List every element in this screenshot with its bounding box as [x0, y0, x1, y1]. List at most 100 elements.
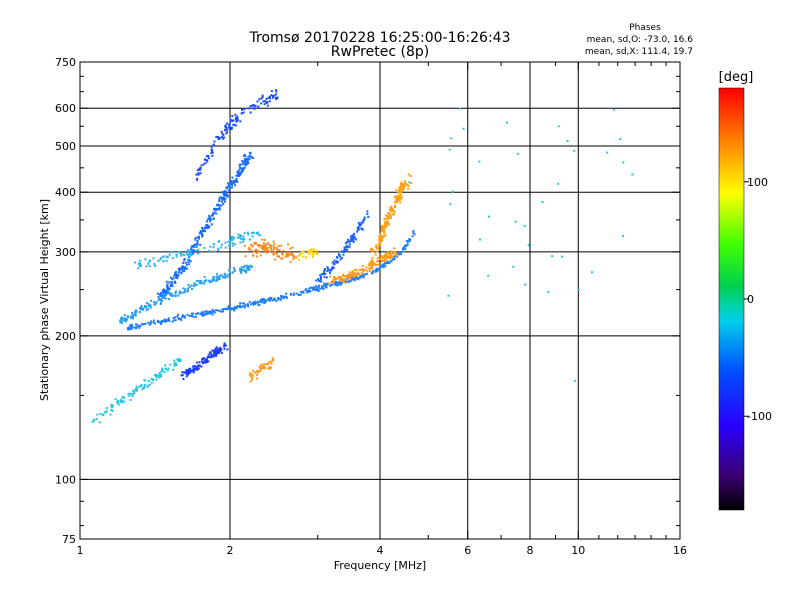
data-point [275, 90, 278, 93]
data-point [458, 107, 461, 110]
data-point [381, 260, 384, 263]
data-point [195, 249, 198, 252]
data-point [159, 257, 162, 260]
data-point [111, 404, 114, 407]
data-point [235, 178, 238, 181]
colorbar-tick-label: 100 [747, 176, 768, 189]
data-point [213, 211, 216, 214]
data-point [376, 269, 379, 272]
data-point [338, 278, 341, 281]
data-point [371, 248, 374, 251]
data-point [249, 375, 252, 378]
data-point [410, 182, 413, 185]
data-point [223, 194, 226, 197]
data-point [195, 283, 198, 286]
data-point [384, 214, 387, 217]
data-point [148, 265, 151, 268]
data-point [126, 315, 129, 318]
data-point [255, 255, 258, 258]
data-point [121, 321, 124, 324]
data-point [311, 251, 314, 254]
data-point [249, 155, 252, 158]
data-point [91, 420, 94, 423]
data-point [179, 317, 182, 320]
data-point [366, 210, 369, 213]
data-point [269, 247, 272, 250]
data-point [234, 124, 237, 127]
data-point [250, 244, 253, 247]
data-point [243, 306, 246, 309]
data-point [382, 266, 385, 269]
data-point [383, 225, 386, 228]
data-point [133, 326, 136, 329]
data-point [191, 253, 194, 256]
data-point [161, 368, 164, 371]
data-point [182, 253, 185, 256]
data-point [336, 284, 339, 287]
data-point [120, 317, 123, 320]
data-point [139, 384, 142, 387]
data-point [210, 280, 213, 283]
data-point [310, 250, 313, 253]
data-point [199, 280, 202, 283]
data-point [213, 349, 216, 352]
data-point [266, 101, 269, 104]
data-point [198, 236, 201, 239]
data-point [96, 413, 99, 416]
data-point [389, 253, 392, 256]
data-point [287, 251, 290, 254]
data-point [239, 171, 242, 174]
data-point [257, 106, 260, 109]
data-point [272, 240, 275, 243]
data-point [350, 239, 353, 242]
data-point [371, 250, 374, 253]
data-point [158, 374, 161, 377]
data-point [295, 256, 298, 259]
data-point [301, 290, 304, 293]
data-point [256, 231, 259, 234]
data-point [516, 152, 519, 155]
data-point [211, 154, 214, 157]
data-point [514, 220, 517, 223]
data-point [275, 247, 278, 250]
data-point [395, 188, 398, 191]
data-point [203, 360, 206, 363]
data-point [266, 104, 269, 107]
data-point [208, 279, 211, 282]
data-point [215, 276, 218, 279]
data-point [224, 200, 227, 203]
data-point [147, 322, 150, 325]
data-point [342, 253, 345, 256]
data-point [187, 261, 190, 264]
data-point [220, 130, 223, 133]
data-point [309, 286, 312, 289]
data-point [174, 273, 177, 276]
data-point [235, 120, 238, 123]
data-point [180, 252, 183, 255]
data-point [192, 371, 195, 374]
data-point [240, 167, 243, 170]
data-point [123, 400, 126, 403]
data-point [249, 105, 252, 108]
data-point [181, 314, 184, 317]
y-tick-label: 750 [55, 56, 76, 69]
data-point [478, 238, 481, 241]
data-point [242, 240, 245, 243]
data-point [218, 206, 221, 209]
data-point [212, 278, 215, 281]
data-point [390, 250, 393, 253]
data-point [231, 271, 234, 274]
data-point [353, 279, 356, 282]
data-point [219, 275, 222, 278]
data-point [204, 358, 207, 361]
data-point [213, 208, 216, 211]
data-point [209, 218, 212, 221]
data-point [267, 367, 270, 370]
data-point [215, 207, 218, 210]
data-point [404, 248, 407, 251]
data-point [385, 262, 388, 265]
data-point [149, 322, 152, 325]
data-point [313, 248, 316, 251]
data-point [265, 251, 268, 254]
data-point [376, 257, 379, 260]
